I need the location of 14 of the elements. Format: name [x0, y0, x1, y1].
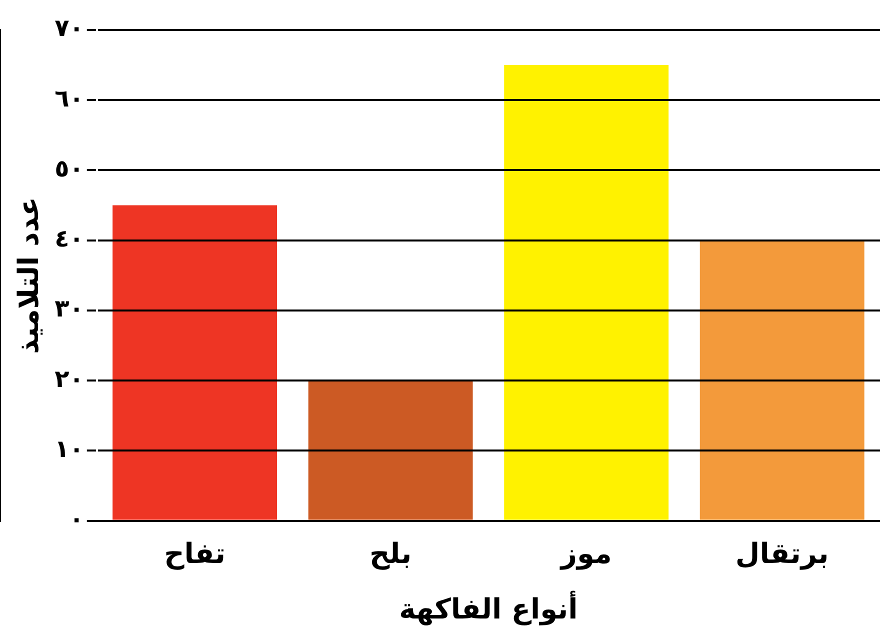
- y-tick-label: ٧٠: [54, 14, 84, 42]
- y-tick-label: ١٠: [54, 434, 84, 463]
- y-tick-label: ٢٠: [54, 364, 84, 393]
- x-tick-label: بلح: [370, 536, 412, 570]
- x-tick-label: برتقال: [735, 536, 829, 570]
- x-axis-title: أنواع الفاكهة: [399, 590, 578, 626]
- y-tick-label: ٤٠: [54, 224, 84, 253]
- x-tick-label: تفاح: [164, 536, 226, 570]
- y-axis-title: عدد التلاميذ: [12, 196, 46, 354]
- x-tick-label: موز: [558, 536, 612, 570]
- y-tick-label: ٠: [69, 505, 84, 534]
- y-tick-label: ٣٠: [54, 294, 84, 323]
- y-tick-label: ٦٠: [54, 84, 84, 112]
- y-tick-label: ٥٠: [54, 154, 84, 182]
